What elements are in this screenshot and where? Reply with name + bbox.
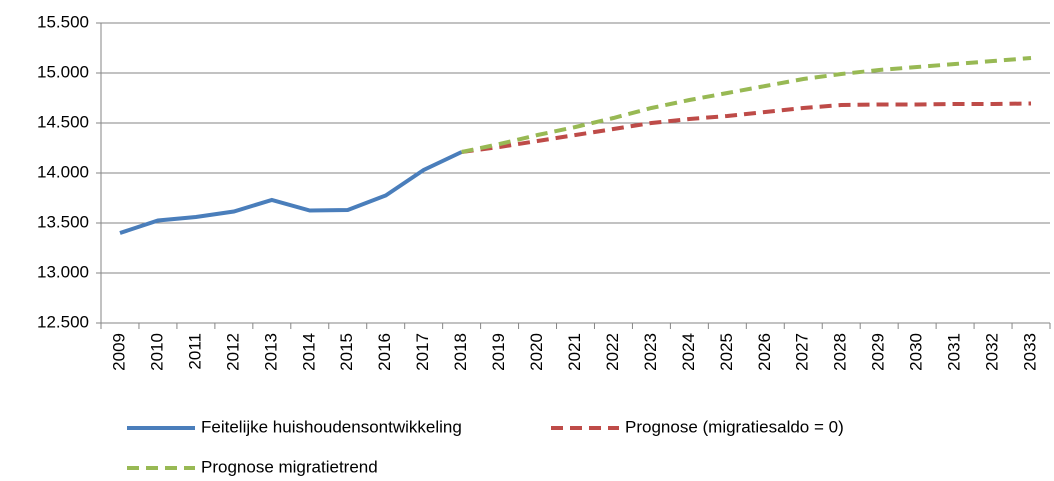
x-tick-label: 2009 <box>109 333 128 371</box>
x-tick-label: 2020 <box>527 333 546 371</box>
x-tick-label: 2025 <box>717 333 736 371</box>
series-line <box>119 150 463 235</box>
x-tick-label: 2012 <box>223 333 242 371</box>
x-tick-label: 2010 <box>147 333 166 371</box>
legend-label: Prognose (migratiesaldo = 0) <box>625 417 844 436</box>
x-tick-label: 2015 <box>337 333 356 371</box>
series-line <box>461 101 1032 154</box>
x-tick-label: 2016 <box>375 333 394 371</box>
x-tick-label: 2013 <box>261 333 280 371</box>
series-line <box>461 56 1032 154</box>
y-tick-label: 15.500 <box>37 12 89 31</box>
x-tick-label: 2031 <box>945 333 964 371</box>
x-tick-label: 2017 <box>413 333 432 371</box>
x-tick-label: 2023 <box>641 333 660 371</box>
y-tick-label: 13.500 <box>37 212 89 231</box>
x-tick-label: 2019 <box>489 333 508 371</box>
x-tick-label: 2024 <box>679 333 698 371</box>
y-tick-label: 15.000 <box>37 62 89 81</box>
y-tick-label: 13.000 <box>37 262 89 281</box>
y-tick-label: 14.500 <box>37 112 89 131</box>
y-tick-label: 12.500 <box>37 312 89 331</box>
x-tick-label: 2033 <box>1021 333 1040 371</box>
x-tick-label: 2011 <box>185 333 204 370</box>
legend-label: Feitelijke huishoudensontwikkeling <box>201 417 462 436</box>
y-tick-label: 14.000 <box>37 162 89 181</box>
x-tick-label: 2032 <box>983 333 1002 371</box>
x-tick-label: 2028 <box>831 333 850 371</box>
x-tick-label: 2029 <box>869 333 888 371</box>
x-tick-label: 2018 <box>451 333 470 371</box>
x-tick-label: 2022 <box>603 333 622 371</box>
x-tick-label: 2027 <box>793 333 812 371</box>
x-tick-label: 2026 <box>755 333 774 371</box>
x-tick-label: 2021 <box>565 333 584 371</box>
x-tick-label: 2014 <box>299 333 318 371</box>
x-tick-label: 2030 <box>907 333 926 371</box>
legend-label: Prognose migratietrend <box>201 457 378 476</box>
